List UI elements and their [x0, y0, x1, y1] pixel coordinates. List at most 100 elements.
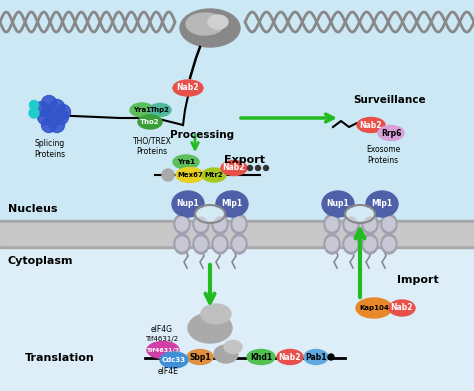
Ellipse shape: [366, 191, 398, 217]
Circle shape: [42, 95, 56, 111]
Ellipse shape: [277, 350, 303, 364]
Ellipse shape: [221, 160, 247, 176]
Text: Translation: Translation: [25, 353, 95, 363]
Circle shape: [247, 165, 253, 170]
Text: Nucleus: Nucleus: [8, 204, 57, 214]
Text: Nab2: Nab2: [360, 120, 382, 129]
Text: Tif4631/2: Tif4631/2: [146, 336, 179, 342]
Text: Mtr2: Mtr2: [205, 172, 223, 178]
Ellipse shape: [383, 237, 395, 251]
Text: Thp2: Thp2: [150, 107, 170, 113]
Circle shape: [162, 169, 174, 181]
Ellipse shape: [214, 237, 226, 251]
Circle shape: [54, 109, 69, 124]
Ellipse shape: [304, 350, 328, 364]
Ellipse shape: [364, 237, 376, 251]
Ellipse shape: [172, 191, 204, 217]
Ellipse shape: [188, 313, 232, 343]
Ellipse shape: [193, 214, 209, 234]
Ellipse shape: [326, 217, 338, 231]
Ellipse shape: [149, 104, 171, 117]
Ellipse shape: [231, 214, 247, 234]
Text: Nup1: Nup1: [327, 199, 349, 208]
Text: Nab2: Nab2: [279, 353, 301, 362]
Ellipse shape: [345, 217, 357, 231]
Text: Yra1: Yra1: [133, 107, 151, 113]
Bar: [0, 220, 474, 248]
Ellipse shape: [180, 9, 240, 47]
Ellipse shape: [224, 341, 242, 353]
Ellipse shape: [176, 167, 204, 183]
Ellipse shape: [214, 345, 238, 363]
Ellipse shape: [212, 234, 228, 254]
Ellipse shape: [231, 234, 247, 254]
Circle shape: [255, 165, 261, 170]
Text: Exosome
Proteins: Exosome Proteins: [366, 145, 400, 165]
Ellipse shape: [357, 118, 385, 133]
Text: Nab2: Nab2: [223, 163, 245, 172]
Ellipse shape: [378, 126, 404, 140]
Ellipse shape: [343, 214, 359, 234]
Ellipse shape: [324, 214, 340, 234]
Ellipse shape: [343, 234, 359, 254]
Circle shape: [49, 118, 64, 133]
Ellipse shape: [138, 115, 162, 129]
Ellipse shape: [381, 214, 397, 234]
Ellipse shape: [160, 352, 188, 368]
Text: Kap104: Kap104: [359, 305, 389, 311]
Ellipse shape: [186, 13, 224, 35]
Ellipse shape: [176, 217, 188, 231]
Ellipse shape: [208, 15, 228, 29]
Text: Mlp1: Mlp1: [221, 199, 243, 208]
Ellipse shape: [326, 237, 338, 251]
Ellipse shape: [383, 217, 395, 231]
Text: Splicing
Proteins: Splicing Proteins: [35, 139, 65, 159]
Circle shape: [328, 354, 334, 360]
Text: Tho2: Tho2: [140, 119, 160, 125]
Ellipse shape: [147, 341, 179, 359]
Ellipse shape: [196, 207, 224, 221]
Ellipse shape: [389, 300, 415, 316]
Circle shape: [37, 109, 53, 124]
Text: eIF4E: eIF4E: [157, 368, 178, 377]
Ellipse shape: [362, 234, 378, 254]
Ellipse shape: [247, 350, 275, 364]
Circle shape: [49, 99, 64, 115]
Text: Surveillance: Surveillance: [354, 95, 426, 105]
Ellipse shape: [324, 234, 340, 254]
Ellipse shape: [322, 191, 354, 217]
Ellipse shape: [201, 304, 231, 324]
Ellipse shape: [173, 80, 203, 96]
Ellipse shape: [345, 237, 357, 251]
Text: Import: Import: [397, 275, 439, 285]
Text: Tif4631/2: Tif4631/2: [146, 348, 180, 353]
Ellipse shape: [362, 214, 378, 234]
Circle shape: [29, 100, 38, 109]
Ellipse shape: [364, 217, 376, 231]
Ellipse shape: [233, 237, 245, 251]
Text: Nup1: Nup1: [177, 199, 200, 208]
Circle shape: [29, 108, 39, 118]
Text: Cdc33: Cdc33: [162, 357, 186, 363]
Text: Nab2: Nab2: [177, 84, 199, 93]
Circle shape: [264, 165, 268, 170]
Ellipse shape: [202, 168, 226, 182]
Ellipse shape: [173, 155, 199, 169]
Circle shape: [55, 104, 71, 120]
Text: Yra1: Yra1: [177, 159, 195, 165]
Ellipse shape: [195, 217, 207, 231]
Bar: [0, 223, 474, 245]
Circle shape: [42, 118, 56, 133]
Ellipse shape: [212, 214, 228, 234]
Ellipse shape: [346, 207, 374, 221]
Ellipse shape: [193, 234, 209, 254]
Circle shape: [35, 102, 49, 117]
Bar: [0, 248, 474, 391]
Ellipse shape: [130, 103, 154, 117]
Ellipse shape: [176, 237, 188, 251]
Ellipse shape: [187, 350, 213, 364]
Text: Sbp1: Sbp1: [189, 353, 211, 362]
Ellipse shape: [356, 298, 392, 318]
Text: Cytoplasm: Cytoplasm: [8, 256, 73, 266]
Ellipse shape: [214, 217, 226, 231]
